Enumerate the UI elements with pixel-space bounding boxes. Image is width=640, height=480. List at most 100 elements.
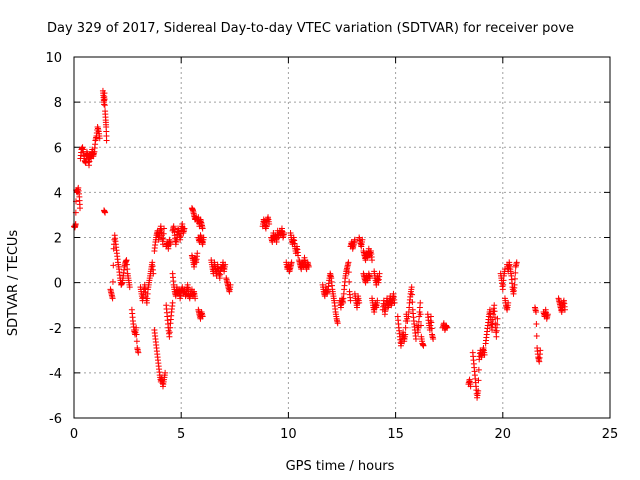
data-point — [96, 135, 103, 142]
data-point — [102, 209, 109, 216]
data-point — [345, 269, 352, 276]
data-point — [295, 252, 302, 259]
x-tick-label: 15 — [387, 427, 404, 442]
data-point — [109, 295, 116, 302]
y-tick-label: 4 — [54, 186, 62, 201]
y-tick-label: -6 — [49, 412, 62, 427]
data-point — [305, 263, 312, 270]
data-point — [513, 259, 520, 266]
data-point — [110, 262, 117, 269]
data-point — [427, 313, 434, 320]
data-points — [71, 87, 568, 401]
data-point — [103, 137, 110, 144]
data-point — [135, 349, 142, 356]
x-tick-label: 0 — [70, 427, 78, 442]
data-point — [227, 281, 234, 288]
y-tick-label: -2 — [49, 322, 62, 337]
data-point — [475, 366, 482, 373]
data-point — [281, 229, 288, 236]
data-point — [101, 102, 108, 109]
data-point — [511, 281, 518, 288]
data-point — [412, 336, 419, 343]
data-point — [415, 318, 422, 325]
data-point — [533, 320, 540, 327]
data-point — [161, 225, 168, 232]
data-point — [347, 297, 354, 304]
data-point — [222, 261, 229, 268]
data-point — [402, 331, 409, 338]
data-point — [101, 96, 108, 103]
x-tick-label: 25 — [602, 427, 619, 442]
data-point — [288, 259, 295, 266]
x-axis-label: GPS time / hours — [286, 459, 395, 474]
y-tick-label: 0 — [54, 277, 62, 292]
data-point — [199, 313, 206, 320]
data-point — [491, 302, 498, 309]
data-point — [417, 322, 424, 329]
data-point — [359, 236, 366, 243]
data-point — [533, 333, 540, 340]
data-point — [181, 225, 188, 232]
axis-ticks: 0 5 10 15 20 25 -6 -4 -2 0 2 4 6 8 10 — [45, 51, 618, 442]
data-point — [537, 347, 544, 354]
data-point — [109, 278, 116, 285]
data-point — [160, 236, 167, 243]
data-point — [126, 284, 133, 291]
data-point — [150, 270, 157, 277]
data-point — [428, 325, 435, 332]
data-point — [334, 320, 341, 327]
data-point — [391, 299, 398, 306]
data-point — [374, 297, 381, 304]
data-point — [351, 236, 358, 243]
data-point — [409, 291, 416, 298]
y-tick-label: 2 — [54, 232, 62, 247]
y-tick-label: 10 — [45, 51, 62, 66]
data-point — [467, 383, 474, 390]
data-point — [428, 319, 435, 326]
data-point — [417, 311, 424, 318]
data-point — [493, 327, 500, 334]
data-point — [481, 351, 488, 358]
x-tick-label: 20 — [495, 427, 512, 442]
data-point — [489, 327, 496, 334]
y-tick-label: -4 — [49, 367, 62, 382]
data-point — [511, 275, 518, 282]
data-point — [505, 299, 512, 306]
data-point — [162, 369, 169, 376]
data-point — [376, 270, 383, 277]
data-point — [345, 259, 352, 266]
data-point — [420, 342, 427, 349]
data-point — [346, 278, 353, 285]
plot-frame — [73, 56, 611, 419]
data-point — [444, 324, 451, 331]
data-point — [366, 275, 373, 282]
data-point — [133, 331, 140, 338]
data-point — [415, 329, 422, 336]
data-point — [493, 333, 500, 340]
data-point — [417, 299, 424, 306]
data-point — [402, 324, 409, 331]
chart-title: Day 329 of 2017, Sidereal Day-to-day VTE… — [47, 21, 574, 36]
x-tick-label: 10 — [280, 427, 297, 442]
data-point — [169, 299, 176, 306]
y-tick-label: 8 — [54, 96, 62, 111]
y-tick-label: 6 — [54, 141, 62, 156]
data-point — [101, 90, 108, 97]
data-point — [561, 306, 568, 313]
data-point — [194, 250, 201, 257]
data-point — [369, 257, 376, 264]
data-point — [408, 284, 415, 291]
data-point — [533, 308, 540, 315]
data-point — [133, 324, 140, 331]
data-point — [409, 299, 416, 306]
data-point — [494, 315, 501, 322]
data-point — [77, 205, 84, 212]
data-point — [160, 230, 167, 237]
data-point — [192, 295, 199, 302]
x-tick-label: 5 — [177, 427, 185, 442]
y-axis-label: SDTVAR / TECUs — [6, 230, 21, 337]
grid — [74, 57, 610, 418]
data-point — [266, 220, 273, 227]
